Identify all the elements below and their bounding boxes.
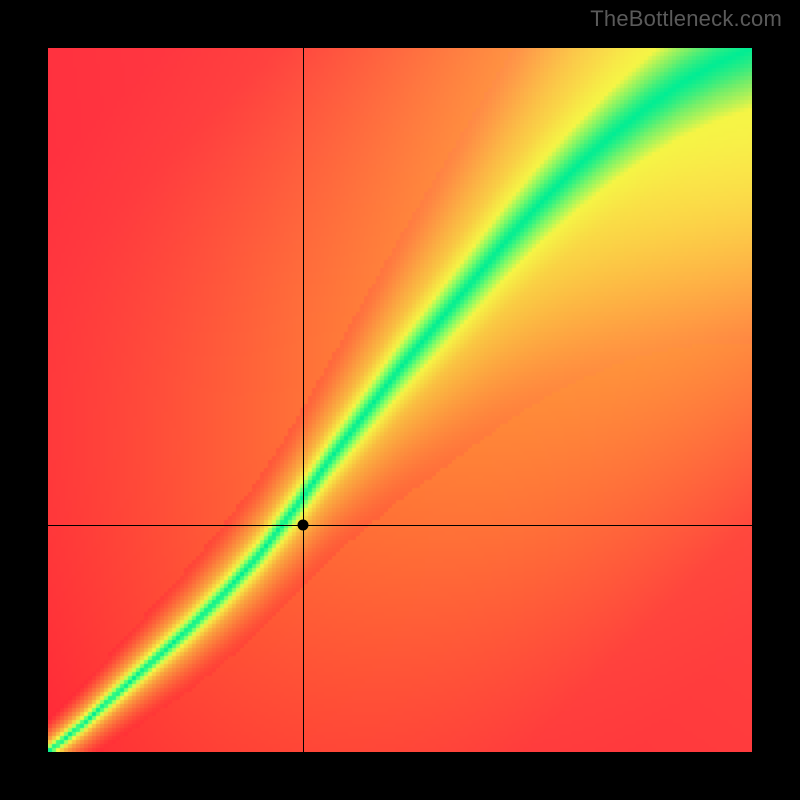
crosshair-horizontal [48,525,752,526]
selection-marker [297,520,308,531]
crosshair-vertical [303,48,304,752]
branding-text: TheBottleneck.com [590,6,782,32]
heatmap-canvas [48,48,752,752]
heatmap-plot-area [48,48,752,752]
